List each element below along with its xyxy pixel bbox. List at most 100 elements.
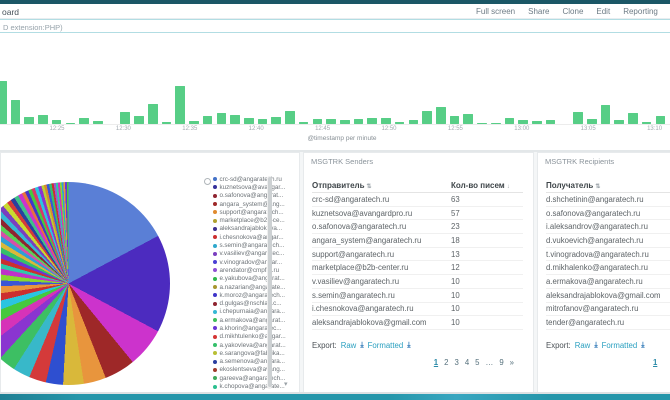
histogram-bar[interactable] xyxy=(230,115,240,124)
toolbar-link-full-screen[interactable]: Full screen xyxy=(476,7,516,16)
legend-item[interactable]: a.khorin@angaratec... xyxy=(213,324,282,332)
next-page-button[interactable]: » xyxy=(509,358,514,367)
histogram-bar[interactable] xyxy=(120,112,131,124)
histogram-bar[interactable] xyxy=(490,123,501,124)
page-button-2[interactable]: 2 xyxy=(444,358,449,367)
legend-filter-icon[interactable] xyxy=(204,178,211,185)
histogram-bar[interactable] xyxy=(271,117,281,124)
legend-item[interactable]: a.nazarian@angarate... xyxy=(213,283,285,291)
download-icon[interactable]: ⤓ xyxy=(360,340,364,349)
page-button-9[interactable]: 9 xyxy=(499,358,504,367)
histogram-bar[interactable] xyxy=(573,112,583,124)
toolbar-link-edit[interactable]: Edit xyxy=(596,7,611,16)
histogram-bar[interactable] xyxy=(394,122,405,124)
legend-item[interactable]: arendator@cmpfm.ru xyxy=(213,266,279,274)
histogram-bar[interactable] xyxy=(38,115,48,124)
histogram-bar[interactable] xyxy=(51,120,62,124)
histogram-bar[interactable] xyxy=(79,118,89,124)
histogram-bar[interactable] xyxy=(614,120,624,124)
legend-item[interactable]: gareeva@angaratech... xyxy=(213,374,285,382)
legend-scrollbar-thumb[interactable] xyxy=(267,177,272,387)
histogram-bar[interactable] xyxy=(641,122,652,124)
page-button-1[interactable]: 1 xyxy=(433,358,439,367)
histogram-bar[interactable] xyxy=(93,121,103,124)
histogram-bar[interactable] xyxy=(216,113,227,124)
histogram-bar[interactable] xyxy=(189,121,199,124)
legend-item[interactable]: s.semin@angaratech... xyxy=(213,241,284,249)
legend-item[interactable]: d.mikhtulenko@angar... xyxy=(213,333,286,341)
histogram-bar[interactable] xyxy=(134,116,144,124)
legend-item[interactable]: i.chepurnaia@angara... xyxy=(213,308,285,316)
legend-item[interactable]: a.ermakova@angarat... xyxy=(213,316,285,324)
histogram-bar[interactable] xyxy=(257,119,268,124)
histogram-bar[interactable] xyxy=(600,105,611,124)
histogram-bar[interactable] xyxy=(353,119,364,124)
histogram-bar[interactable] xyxy=(340,120,350,124)
legend-item[interactable]: v.vasiliev@angaratec... xyxy=(213,250,284,258)
histogram-bar[interactable] xyxy=(518,120,528,124)
histogram-bar[interactable] xyxy=(477,123,487,124)
pie-chart[interactable] xyxy=(1,182,170,385)
legend-item[interactable]: angara_system@ang... xyxy=(213,200,285,208)
export-raw-link[interactable]: Raw xyxy=(574,340,591,350)
download-icon[interactable]: ⤓ xyxy=(641,340,645,349)
histogram-bar[interactable] xyxy=(586,119,597,124)
histogram-bar[interactable] xyxy=(161,122,172,124)
legend-item[interactable]: e.sarangova@fabrika... xyxy=(213,349,285,357)
histogram-bar[interactable] xyxy=(65,123,76,124)
histogram-bar[interactable] xyxy=(0,81,7,124)
histogram-bar[interactable] xyxy=(312,119,323,124)
legend-item[interactable]: v.vinogradov@angar... xyxy=(213,258,282,266)
legend-item[interactable]: marketplace@b2b-ce... xyxy=(213,216,285,224)
histogram-bar[interactable] xyxy=(655,116,666,124)
legend-item[interactable]: o.safonova@angarat... xyxy=(213,192,283,200)
page-button-3[interactable]: 3 xyxy=(454,358,459,367)
histogram-bar[interactable] xyxy=(202,116,213,124)
legend-item[interactable]: k.chopova@angarate... xyxy=(213,382,285,390)
legend-item[interactable]: a.yakovleva@angarat... xyxy=(213,341,286,349)
histogram-bar[interactable] xyxy=(147,104,158,124)
column-header-sender[interactable]: Отправитель ⇅ xyxy=(312,181,372,190)
histogram-bar[interactable] xyxy=(243,118,254,124)
legend-item[interactable]: kuznetsova@avangar... xyxy=(213,183,285,191)
histogram-bar[interactable] xyxy=(408,120,419,124)
page-button-4[interactable]: 4 xyxy=(464,358,470,367)
histogram-bar[interactable] xyxy=(298,122,309,124)
legend-item[interactable]: k.moroz@angaratech... xyxy=(213,291,285,299)
legend-item[interactable]: ekoslentseva@avang... xyxy=(213,366,285,374)
histogram-bar[interactable] xyxy=(463,114,474,124)
legend-item[interactable]: aleksandrajablokova... xyxy=(213,225,282,233)
legend-item[interactable]: e.yakubova@angarat... xyxy=(213,275,285,283)
histogram-bar[interactable] xyxy=(367,118,378,124)
toolbar-link-clone[interactable]: Clone xyxy=(562,7,584,16)
legend-scroll-down-icon[interactable]: ▾ xyxy=(284,381,288,388)
toolbar-link-reporting[interactable]: Reporting xyxy=(623,7,658,16)
histogram-bar[interactable] xyxy=(175,86,185,124)
legend-item[interactable]: support@angaratech... xyxy=(213,208,284,216)
histogram-bar[interactable] xyxy=(10,100,21,124)
download-icon[interactable]: ⤓ xyxy=(407,340,411,349)
export-raw-link[interactable]: Raw xyxy=(340,340,357,350)
histogram-bar[interactable] xyxy=(436,107,446,124)
download-icon[interactable]: ⤓ xyxy=(594,340,598,349)
page-button-1[interactable]: 1 xyxy=(653,358,658,367)
legend-scrollbar[interactable] xyxy=(267,176,272,389)
histogram-bar[interactable] xyxy=(449,116,460,124)
legend-item[interactable]: i.chesnokova@angar... xyxy=(213,233,284,241)
toolbar-link-share[interactable]: Share xyxy=(528,7,550,16)
histogram-bar[interactable] xyxy=(504,118,515,124)
histogram-bar[interactable] xyxy=(285,111,295,124)
histogram-bar[interactable] xyxy=(326,119,336,124)
legend-item[interactable]: crc-sd@angaratech.ru xyxy=(213,175,282,183)
histogram-bar[interactable] xyxy=(422,111,432,124)
histogram-bar[interactable] xyxy=(532,121,542,124)
page-button-5[interactable]: 5 xyxy=(475,358,480,367)
legend-item[interactable]: a.semenova@angara... xyxy=(213,358,285,366)
histogram-bar[interactable] xyxy=(24,117,35,124)
histogram-bar[interactable] xyxy=(628,113,638,124)
export-formatted-link[interactable]: Formatted xyxy=(601,340,638,350)
column-header-recipient[interactable]: Получатель ⇅ xyxy=(546,181,601,190)
column-header-count[interactable]: Кол-во писем ↓ xyxy=(451,181,510,190)
histogram-bar[interactable] xyxy=(545,120,556,124)
histogram-bar[interactable] xyxy=(381,118,391,124)
